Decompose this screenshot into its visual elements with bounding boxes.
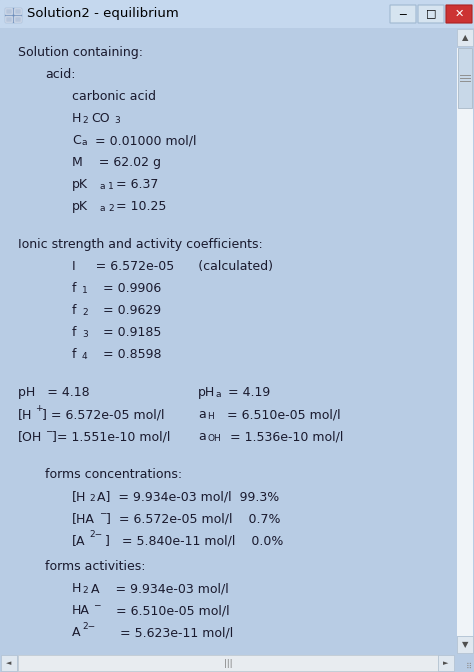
Text: a: a xyxy=(100,182,106,191)
Bar xyxy=(457,636,473,653)
Text: = 6.37: = 6.37 xyxy=(116,178,158,191)
Text: A: A xyxy=(72,626,81,639)
Text: 3: 3 xyxy=(114,116,120,125)
Text: [H: [H xyxy=(72,490,86,503)
Text: pH: pH xyxy=(198,386,215,399)
Text: ►: ► xyxy=(443,660,449,666)
Text: pH   = 4.18: pH = 4.18 xyxy=(18,386,90,399)
Text: −: − xyxy=(93,600,100,609)
Text: a: a xyxy=(198,430,206,443)
Text: f: f xyxy=(72,304,76,317)
Text: 2: 2 xyxy=(82,586,88,595)
FancyBboxPatch shape xyxy=(446,5,472,23)
Bar xyxy=(5,8,12,14)
Text: = 5.623e-11 mol/l: = 5.623e-11 mol/l xyxy=(100,626,233,639)
Text: f: f xyxy=(72,326,76,339)
Text: a: a xyxy=(216,390,221,399)
Text: Solution containing:: Solution containing: xyxy=(18,46,143,59)
Text: ]= 1.551e-10 mol/l: ]= 1.551e-10 mol/l xyxy=(52,430,170,443)
Text: I     = 6.572e-05      (calculated): I = 6.572e-05 (calculated) xyxy=(72,260,273,273)
Text: [H: [H xyxy=(18,408,32,421)
Text: f: f xyxy=(72,282,76,295)
FancyBboxPatch shape xyxy=(390,5,416,23)
Text: H: H xyxy=(207,412,214,421)
Bar xyxy=(5,8,21,22)
Text: HA: HA xyxy=(72,604,90,617)
Text: +: + xyxy=(35,404,43,413)
Text: forms activities:: forms activities: xyxy=(45,560,146,573)
Text: carbonic acid: carbonic acid xyxy=(72,90,156,103)
Text: Solution2 - equilibrium: Solution2 - equilibrium xyxy=(27,7,179,21)
Text: = 10.25: = 10.25 xyxy=(116,200,166,213)
Text: A]  = 9.934e-03 mol/l  99.3%: A] = 9.934e-03 mol/l 99.3% xyxy=(97,490,279,503)
Text: [A: [A xyxy=(72,534,85,547)
Bar xyxy=(457,29,473,46)
Text: [HA: [HA xyxy=(72,512,95,525)
Text: a: a xyxy=(82,138,88,147)
Text: CO: CO xyxy=(91,112,109,125)
Text: 2: 2 xyxy=(82,116,88,125)
Text: ─: ─ xyxy=(400,9,406,19)
Text: ⠿: ⠿ xyxy=(465,662,472,671)
FancyBboxPatch shape xyxy=(418,5,444,23)
Text: 1: 1 xyxy=(82,286,88,295)
Text: 2: 2 xyxy=(89,494,95,503)
Bar xyxy=(14,16,21,22)
Text: pK: pK xyxy=(72,200,88,213)
Text: H: H xyxy=(72,582,82,595)
Text: □: □ xyxy=(426,8,436,18)
Text: acid:: acid: xyxy=(45,68,75,81)
Bar xyxy=(457,48,473,636)
Text: 4: 4 xyxy=(82,352,88,361)
Text: ] = 6.572e-05 mol/l: ] = 6.572e-05 mol/l xyxy=(42,408,164,421)
Text: ]   = 5.840e-11 mol/l    0.0%: ] = 5.840e-11 mol/l 0.0% xyxy=(105,534,283,547)
Bar xyxy=(438,655,454,671)
Text: ◄: ◄ xyxy=(6,660,12,666)
Text: ]  = 6.572e-05 mol/l    0.7%: ] = 6.572e-05 mol/l 0.7% xyxy=(106,512,281,525)
Text: = 6.510e-05 mol/l: = 6.510e-05 mol/l xyxy=(100,604,229,617)
Text: 2−: 2− xyxy=(82,622,95,631)
Bar xyxy=(458,48,472,108)
Text: Ionic strength and activity coefficients:: Ionic strength and activity coefficients… xyxy=(18,238,263,251)
Text: f: f xyxy=(72,348,76,361)
Text: A    = 9.934e-03 mol/l: A = 9.934e-03 mol/l xyxy=(91,582,229,595)
Text: ▲: ▲ xyxy=(462,33,468,42)
Text: = 6.510e-05 mol/l: = 6.510e-05 mol/l xyxy=(219,408,341,421)
Text: 2: 2 xyxy=(82,308,88,317)
Text: = 0.9185: = 0.9185 xyxy=(91,326,161,339)
Text: −: − xyxy=(45,426,53,435)
Text: = 0.8598: = 0.8598 xyxy=(91,348,162,361)
Bar xyxy=(1,655,17,671)
Text: 1: 1 xyxy=(108,182,114,191)
Text: = 0.9629: = 0.9629 xyxy=(91,304,161,317)
Text: 2: 2 xyxy=(108,204,114,213)
Bar xyxy=(5,16,12,22)
Text: ▼: ▼ xyxy=(462,640,468,649)
Text: a: a xyxy=(100,204,106,213)
Text: a: a xyxy=(198,408,206,421)
Text: 2−: 2− xyxy=(89,530,102,539)
Text: H: H xyxy=(72,112,82,125)
Bar xyxy=(14,8,21,14)
Text: ✕: ✕ xyxy=(454,9,464,19)
Text: forms concentrations:: forms concentrations: xyxy=(45,468,182,481)
Text: C: C xyxy=(72,134,81,147)
Text: M    = 62.02 g: M = 62.02 g xyxy=(72,156,161,169)
Text: = 0.01000 mol/l: = 0.01000 mol/l xyxy=(91,134,197,147)
Text: pK: pK xyxy=(72,178,88,191)
Text: = 1.536e-10 mol/l: = 1.536e-10 mol/l xyxy=(226,430,343,443)
Text: [OH: [OH xyxy=(18,430,42,443)
Text: OH: OH xyxy=(207,434,221,443)
Text: 3: 3 xyxy=(82,330,88,339)
Bar xyxy=(18,655,438,671)
Text: = 0.9906: = 0.9906 xyxy=(91,282,161,295)
Text: −: − xyxy=(99,508,107,517)
Text: |||: ||| xyxy=(224,659,232,667)
Text: = 4.19: = 4.19 xyxy=(224,386,270,399)
